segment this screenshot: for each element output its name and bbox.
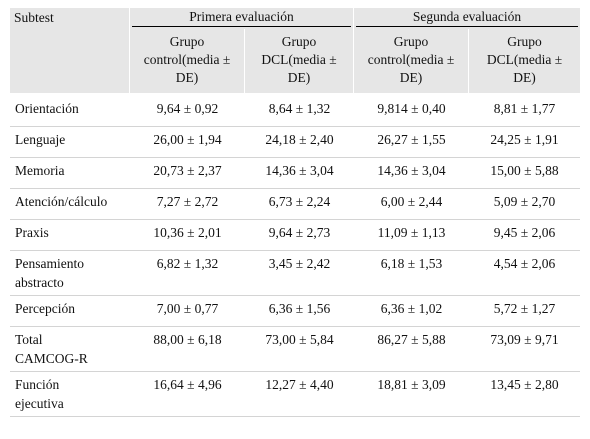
table-cell: 9,64 ± 0,92 <box>130 93 245 126</box>
row-label: Función ejecutiva <box>10 371 130 417</box>
table-cell: 7,00 ± 0,77 <box>130 295 245 326</box>
table-cell: 14,36 ± 3,04 <box>354 157 469 188</box>
table-cell: 16,64 ± 4,96 <box>130 371 245 417</box>
table-row: Praxis 10,36 ± 2,01 9,64 ± 2,73 11,09 ± … <box>10 219 580 250</box>
table-cell: 3,45 ± 2,42 <box>245 250 354 295</box>
column-header-dcl-2: Grupo DCL(media ± DE) <box>469 29 580 93</box>
table-cell: 26,27 ± 1,55 <box>354 126 469 157</box>
table-cell: 9,814 ± 0,40 <box>354 93 469 126</box>
table-cell: 7,27 ± 2,72 <box>130 188 245 219</box>
table-cell: 9,45 ± 2,06 <box>469 219 580 250</box>
table-cell: 14,36 ± 3,04 <box>245 157 354 188</box>
row-label: Lenguaje <box>10 126 130 157</box>
table-row: Percepción 7,00 ± 0,77 6,36 ± 1,56 6,36 … <box>10 295 580 326</box>
table-row: Orientación 9,64 ± 0,92 8,64 ± 1,32 9,81… <box>10 93 580 126</box>
table-cell: 6,18 ± 1,53 <box>354 250 469 295</box>
table-cell: 20,73 ± 2,37 <box>130 157 245 188</box>
table-row: Total CAMCOG-R 88,00 ± 6,18 73,00 ± 5,84 … <box>10 326 580 371</box>
table-cell: 6,36 ± 1,02 <box>354 295 469 326</box>
table-cell: 5,72 ± 1,27 <box>469 295 580 326</box>
table-cell: 24,25 ± 1,91 <box>469 126 580 157</box>
table-cell: 6,00 ± 2,44 <box>354 188 469 219</box>
table-cell: 12,27 ± 4,40 <box>245 371 354 417</box>
column-header-control-2: Grupo control(media ± DE) <box>354 29 469 93</box>
row-label: Memoria <box>10 157 130 188</box>
table-cell: 8,64 ± 1,32 <box>245 93 354 126</box>
table-cell: 13,45 ± 2,80 <box>469 371 580 417</box>
table-cell: 8,81 ± 1,77 <box>469 93 580 126</box>
table-cell: 5,09 ± 2,70 <box>469 188 580 219</box>
table-cell: 24,18 ± 2,40 <box>245 126 354 157</box>
row-label: Total CAMCOG-R <box>10 326 130 371</box>
first-evaluation-header: Primera evaluación <box>130 8 354 29</box>
column-header-control-1: Grupo control(media ± DE) <box>130 29 245 93</box>
table-row: Memoria 20,73 ± 2,37 14,36 ± 3,04 14,36 … <box>10 157 580 188</box>
column-header-dcl-1: Grupo DCL(media ± DE) <box>245 29 354 93</box>
table-cell: 26,00 ± 1,94 <box>130 126 245 157</box>
row-label: Atención/cálculo <box>10 188 130 219</box>
table-row: Atención/cálculo 7,27 ± 2,72 6,73 ± 2,24… <box>10 188 580 219</box>
table-cell: 9,64 ± 2,73 <box>245 219 354 250</box>
row-label: Pensamiento abstracto <box>10 250 130 295</box>
table-cell: 88,00 ± 6,18 <box>130 326 245 371</box>
table-cell: 6,36 ± 1,56 <box>245 295 354 326</box>
table-row: Función ejecutiva 16,64 ± 4,96 12,27 ± 4,… <box>10 371 580 417</box>
table-cell: 4,54 ± 2,06 <box>469 250 580 295</box>
row-label: Praxis <box>10 219 130 250</box>
subtest-header: Subtest <box>10 8 130 93</box>
table-cell: 18,81 ± 3,09 <box>354 371 469 417</box>
row-label: Percepción <box>10 295 130 326</box>
table-row: Pensamiento abstracto 6,82 ± 1,32 3,45 ± … <box>10 250 580 295</box>
results-table: Subtest Primera evaluación Segunda evalu… <box>10 8 580 417</box>
table-cell: 6,73 ± 2,24 <box>245 188 354 219</box>
row-label: Orientación <box>10 93 130 126</box>
table-cell: 86,27 ± 5,88 <box>354 326 469 371</box>
table-row: Lenguaje 26,00 ± 1,94 24,18 ± 2,40 26,27… <box>10 126 580 157</box>
table-cell: 73,09 ± 9,71 <box>469 326 580 371</box>
table-cell: 11,09 ± 1,13 <box>354 219 469 250</box>
table-cell: 73,00 ± 5,84 <box>245 326 354 371</box>
second-evaluation-header: Segunda evaluación <box>354 8 580 29</box>
table-cell: 15,00 ± 5,88 <box>469 157 580 188</box>
table-cell: 10,36 ± 2,01 <box>130 219 245 250</box>
table-cell: 6,82 ± 1,32 <box>130 250 245 295</box>
